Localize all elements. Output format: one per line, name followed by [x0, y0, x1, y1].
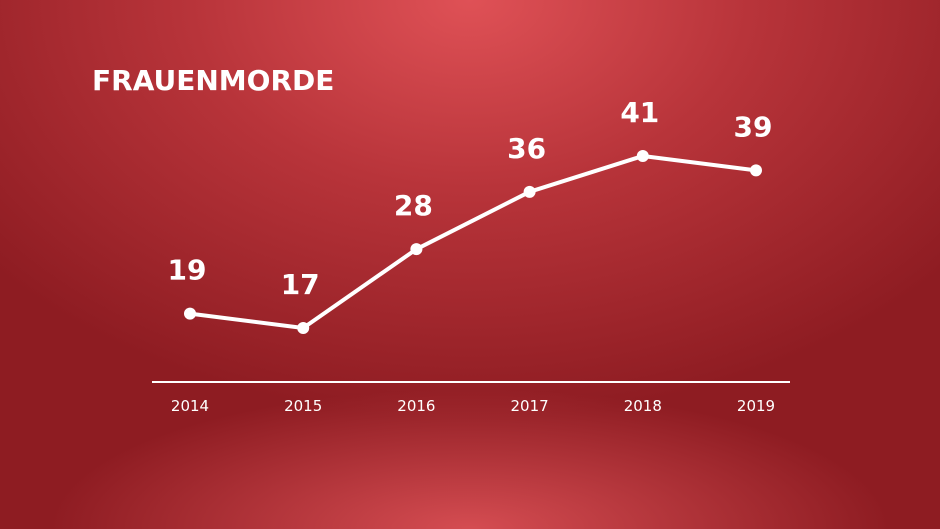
x-tick-label: 2016 [397, 397, 435, 415]
x-tick-label: 2017 [511, 397, 549, 415]
x-tick-label: 2014 [171, 397, 209, 415]
x-tick-label: 2018 [624, 397, 662, 415]
point [523, 185, 536, 198]
chart-title: FRAUENMORDE [92, 64, 334, 97]
value-label: 41 [620, 96, 659, 129]
point [750, 164, 762, 177]
x-tick-label: 2015 [284, 397, 322, 415]
point [636, 150, 649, 162]
line [189, 154, 757, 330]
value-label: 19 [168, 254, 207, 287]
point [184, 307, 196, 320]
x-tick-label: 2019 [737, 397, 775, 415]
value-label: 17 [281, 268, 320, 301]
value-label: 39 [734, 110, 773, 143]
value-label: 36 [507, 132, 546, 165]
point [410, 243, 423, 256]
value-label: 28 [394, 189, 433, 222]
point [297, 322, 310, 334]
